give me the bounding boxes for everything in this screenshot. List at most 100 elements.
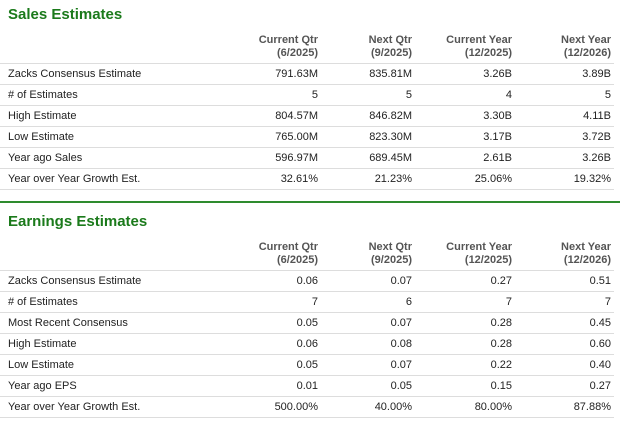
column-header: (12/2025) [464,254,512,266]
cell: 0.22 [490,359,512,371]
column-header: Current Qtr [258,241,318,253]
cell: 80.00% [474,401,512,413]
row-separator [0,291,614,292]
cell: 7 [505,296,512,308]
row-separator [0,333,614,334]
cell: 0.28 [490,338,512,350]
row-separator [0,126,614,127]
cell: 0.51 [589,275,611,287]
row-separator [0,417,614,418]
row-separator [0,189,614,190]
row-separator [0,63,614,64]
cell: 689.45M [369,152,412,164]
section-divider [0,201,620,203]
cell: 596.97M [275,152,318,164]
cell: 3.30B [483,110,512,122]
cell: 6 [405,296,412,308]
column-header: Current Year [446,241,512,253]
cell: 21.23% [374,173,412,185]
cell: 0.15 [490,380,512,392]
row-separator [0,312,614,313]
row-separator [0,396,614,397]
cell: 0.07 [390,317,412,329]
column-header: (12/2026) [563,254,611,266]
cell: 0.05 [390,380,412,392]
cell: 5 [311,89,318,101]
cell: 0.27 [589,380,611,392]
cell: 0.01 [296,380,318,392]
cell: 3.17B [483,131,512,143]
cell: 3.89B [582,68,611,80]
cell: 0.45 [589,317,611,329]
cell: 40.00% [374,401,412,413]
cell: 0.07 [390,359,412,371]
cell: 823.30M [369,131,412,143]
row-label: High Estimate [8,110,77,122]
row-label: # of Estimates [8,89,78,101]
cell: 0.28 [490,317,512,329]
cell: 0.40 [589,359,611,371]
cell: 3.72B [582,131,611,143]
section-title: Sales Estimates [8,6,123,23]
row-label: Zacks Consensus Estimate [8,68,142,80]
row-label: Most Recent Consensus [8,317,128,329]
cell: 0.27 [490,275,512,287]
column-header: Next Year [561,34,611,46]
row-separator [0,84,614,85]
cell: 19.32% [573,173,611,185]
cell: 5 [405,89,412,101]
cell: 5 [604,89,611,101]
cell: 7 [604,296,611,308]
row-separator [0,354,614,355]
row-label: Low Estimate [8,359,75,371]
cell: 32.61% [280,173,318,185]
cell: 7 [311,296,318,308]
column-header: Next Year [561,241,611,253]
cell: 25.06% [474,173,512,185]
row-label: Low Estimate [8,131,75,143]
cell: 835.81M [369,68,412,80]
section-title: Earnings Estimates [8,213,148,230]
column-header: (9/2025) [371,47,412,59]
cell: 2.61B [483,152,512,164]
row-separator [0,147,614,148]
row-label: Year ago EPS [8,380,77,392]
row-separator [0,105,614,106]
cell: 3.26B [483,68,512,80]
column-header: (12/2026) [563,47,611,59]
cell: 3.26B [582,152,611,164]
column-header: Next Qtr [368,241,412,253]
column-header: Next Qtr [368,34,412,46]
column-header: Current Qtr [258,34,318,46]
row-separator [0,270,614,271]
column-header: Current Year [446,34,512,46]
cell: 0.60 [589,338,611,350]
column-header: (6/2025) [277,47,318,59]
cell: 0.06 [296,338,318,350]
cell: 791.63M [275,68,318,80]
row-label: Zacks Consensus Estimate [8,275,142,287]
cell: 87.88% [573,401,611,413]
cell: 4 [505,89,512,101]
row-label: Year over Year Growth Est. [8,173,141,185]
row-label: Year over Year Growth Est. [8,401,141,413]
row-label: High Estimate [8,338,77,350]
row-label: # of Estimates [8,296,78,308]
cell: 500.00% [274,401,318,413]
cell: 846.82M [369,110,412,122]
cell: 0.07 [390,275,412,287]
cell: 0.08 [390,338,412,350]
column-header: (12/2025) [464,47,512,59]
column-header: (9/2025) [371,254,412,266]
cell: 4.11B [583,110,611,122]
cell: 804.57M [275,110,318,122]
row-separator [0,168,614,169]
cell: 765.00M [275,131,318,143]
cell: 0.06 [296,275,318,287]
row-separator [0,375,614,376]
cell: 0.05 [296,317,318,329]
column-header: (6/2025) [277,254,318,266]
cell: 0.05 [296,359,318,371]
row-label: Year ago Sales [8,152,83,164]
